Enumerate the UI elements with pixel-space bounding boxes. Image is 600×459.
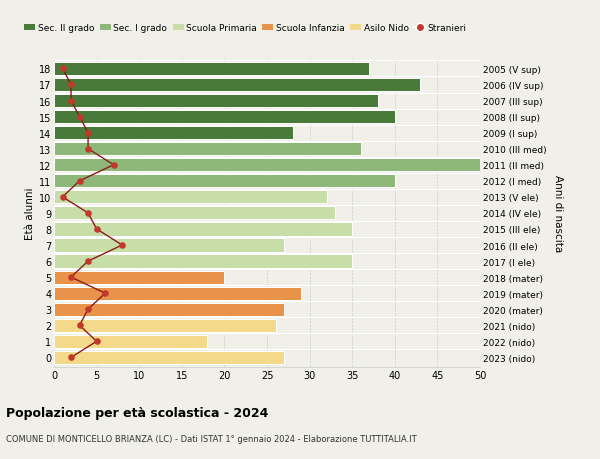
Point xyxy=(58,66,67,73)
Point xyxy=(75,114,85,121)
Bar xyxy=(54,303,284,316)
Bar xyxy=(54,159,480,172)
Bar xyxy=(54,191,326,204)
Point xyxy=(118,242,127,249)
Bar xyxy=(54,287,301,300)
Bar xyxy=(54,239,284,252)
Bar xyxy=(54,207,335,220)
Point xyxy=(83,146,93,153)
Bar xyxy=(54,79,421,92)
Y-axis label: Età alunni: Età alunni xyxy=(25,187,35,240)
Point xyxy=(66,82,76,89)
Bar xyxy=(54,255,352,268)
Bar xyxy=(54,143,361,156)
Bar xyxy=(54,335,208,348)
Point xyxy=(66,354,76,361)
Point xyxy=(66,98,76,105)
Point xyxy=(92,226,101,233)
Bar xyxy=(54,271,224,284)
Point xyxy=(66,274,76,281)
Bar xyxy=(54,175,395,188)
Point xyxy=(83,306,93,313)
Point xyxy=(109,162,118,169)
Bar xyxy=(54,351,284,364)
Point xyxy=(83,258,93,265)
Legend: Sec. II grado, Sec. I grado, Scuola Primaria, Scuola Infanzia, Asilo Nido, Stran: Sec. II grado, Sec. I grado, Scuola Prim… xyxy=(25,24,467,33)
Point xyxy=(58,194,67,201)
Y-axis label: Anni di nascita: Anni di nascita xyxy=(553,175,563,252)
Point xyxy=(75,322,85,329)
Bar xyxy=(54,319,275,332)
Bar xyxy=(54,127,293,140)
Text: COMUNE DI MONTICELLO BRIANZA (LC) - Dati ISTAT 1° gennaio 2024 - Elaborazione TU: COMUNE DI MONTICELLO BRIANZA (LC) - Dati… xyxy=(6,434,417,443)
Text: Popolazione per età scolastica - 2024: Popolazione per età scolastica - 2024 xyxy=(6,406,268,419)
Point xyxy=(75,178,85,185)
Point xyxy=(100,290,110,297)
Point xyxy=(83,130,93,137)
Bar xyxy=(54,223,352,236)
Bar xyxy=(54,95,378,108)
Point xyxy=(92,338,101,345)
Bar xyxy=(54,63,369,76)
Point xyxy=(83,210,93,217)
Bar xyxy=(54,111,395,124)
